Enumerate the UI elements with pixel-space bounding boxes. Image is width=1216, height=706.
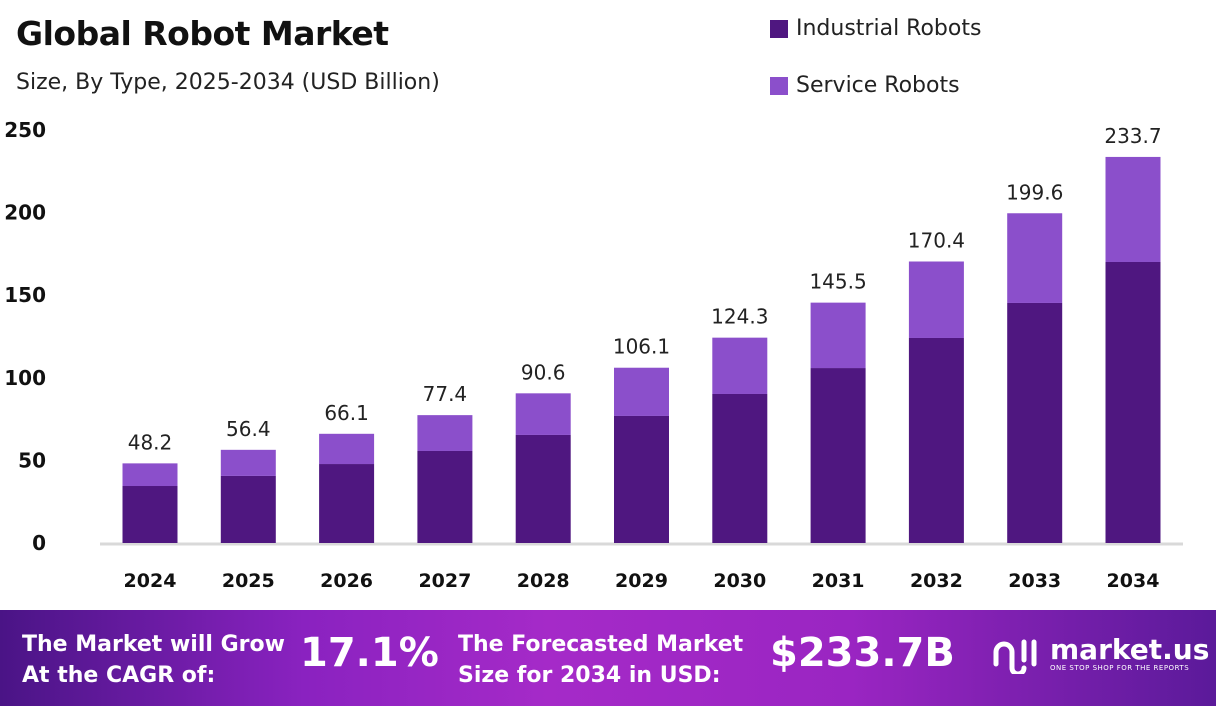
data-label-total: 56.4	[226, 417, 271, 441]
data-label-total: 124.3	[711, 305, 768, 329]
logo-tagline: ONE STOP SHOP FOR THE REPORTS	[1050, 664, 1190, 672]
data-label-total: 233.7	[1104, 124, 1161, 148]
x-tick-label: 2032	[910, 570, 963, 592]
legend-swatch	[770, 19, 788, 38]
cagr-label-line2: At the CAGR of:	[22, 663, 216, 688]
x-tick-label: 2024	[124, 570, 177, 592]
data-label-total: 66.1	[324, 401, 369, 425]
market-us-logo: market.us ONE STOP SHOP FOR THE REPORTS	[992, 634, 1209, 674]
forecast-label: The Forecasted Market Size for 2034 in U…	[458, 629, 743, 691]
logo-icon	[993, 639, 1037, 674]
bar-service-2029	[614, 367, 669, 416]
footer-banner: The Market will Grow At the CAGR of: 17.…	[0, 610, 1216, 706]
cagr-label: The Market will Grow At the CAGR of:	[22, 629, 285, 691]
bar-industrial-2024	[122, 486, 178, 543]
x-tick-label: 2030	[713, 570, 766, 592]
forecast-label-line1: The Forecasted Market	[458, 632, 744, 657]
data-label-total: 106.1	[613, 335, 670, 359]
bar-industrial-2027	[417, 450, 473, 543]
x-tick-label: 2034	[1107, 570, 1160, 592]
bar-service-2026	[319, 433, 375, 465]
bar-service-2027	[417, 415, 473, 451]
logo-name: market.us	[1050, 633, 1210, 666]
bar-service-2028	[515, 393, 571, 435]
y-tick-label: 50	[18, 448, 46, 472]
y-tick-label: 150	[4, 283, 46, 307]
bar-industrial-2030	[712, 393, 768, 543]
chart-subtitle: Size, By Type, 2025-2034 (USD Billion)	[16, 70, 440, 95]
bar-industrial-2028	[515, 434, 571, 543]
bar-industrial-2034	[1105, 261, 1161, 543]
data-label-total: 77.4	[423, 382, 468, 406]
forecast-value: $233.7B	[770, 630, 955, 676]
legend-item-industrial: Industrial Robots	[770, 16, 981, 41]
y-tick-label: 0	[32, 531, 46, 555]
bar-service-2024	[122, 463, 178, 487]
bar-service-2032	[908, 261, 964, 338]
legend-swatch	[770, 76, 788, 95]
x-tick-label: 2029	[615, 570, 668, 592]
x-tick-label: 2026	[320, 570, 373, 592]
bar-industrial-2031	[810, 368, 866, 543]
bar-service-2030	[712, 337, 768, 394]
x-tick-label: 2025	[222, 570, 275, 592]
chart-title: Global Robot Market	[16, 14, 389, 53]
data-label-total: 145.5	[809, 270, 866, 294]
y-tick-label: 250	[4, 118, 46, 142]
legend-item-service: Service Robots	[770, 73, 960, 98]
x-tick-label: 2028	[517, 570, 570, 592]
bar-service-2033	[1007, 213, 1063, 303]
x-tick-label: 2033	[1008, 570, 1061, 592]
bar-service-2025	[220, 449, 276, 476]
chart-plot: 0 50 100 150 200 250 48.2 2024 56.4 2025 66.1 2026 7…	[4, 118, 1183, 592]
x-tick-label: 2027	[418, 570, 471, 592]
cagr-label-line1: The Market will Grow	[22, 632, 285, 657]
data-label-total: 48.2	[128, 430, 173, 454]
data-label-total: 170.4	[908, 228, 965, 252]
legend-label: Service Robots	[796, 73, 960, 98]
x-tick-label: 2031	[812, 570, 865, 592]
bar-industrial-2033	[1007, 302, 1063, 543]
y-tick-label: 100	[4, 366, 46, 390]
bar-industrial-2025	[220, 475, 276, 543]
data-label-total: 90.6	[521, 360, 566, 384]
bar-service-2034	[1105, 156, 1161, 262]
legend-label: Industrial Robots	[796, 16, 982, 41]
forecast-label-line2: Size for 2034 in USD:	[458, 663, 721, 688]
cagr-value: 17.1%	[300, 630, 439, 676]
bar-industrial-2032	[908, 337, 964, 543]
bar-service-2031	[810, 302, 866, 369]
bar-industrial-2026	[319, 464, 375, 543]
data-label-total: 199.6	[1006, 180, 1063, 204]
y-tick-label: 200	[4, 201, 46, 225]
bar-industrial-2029	[614, 415, 669, 543]
